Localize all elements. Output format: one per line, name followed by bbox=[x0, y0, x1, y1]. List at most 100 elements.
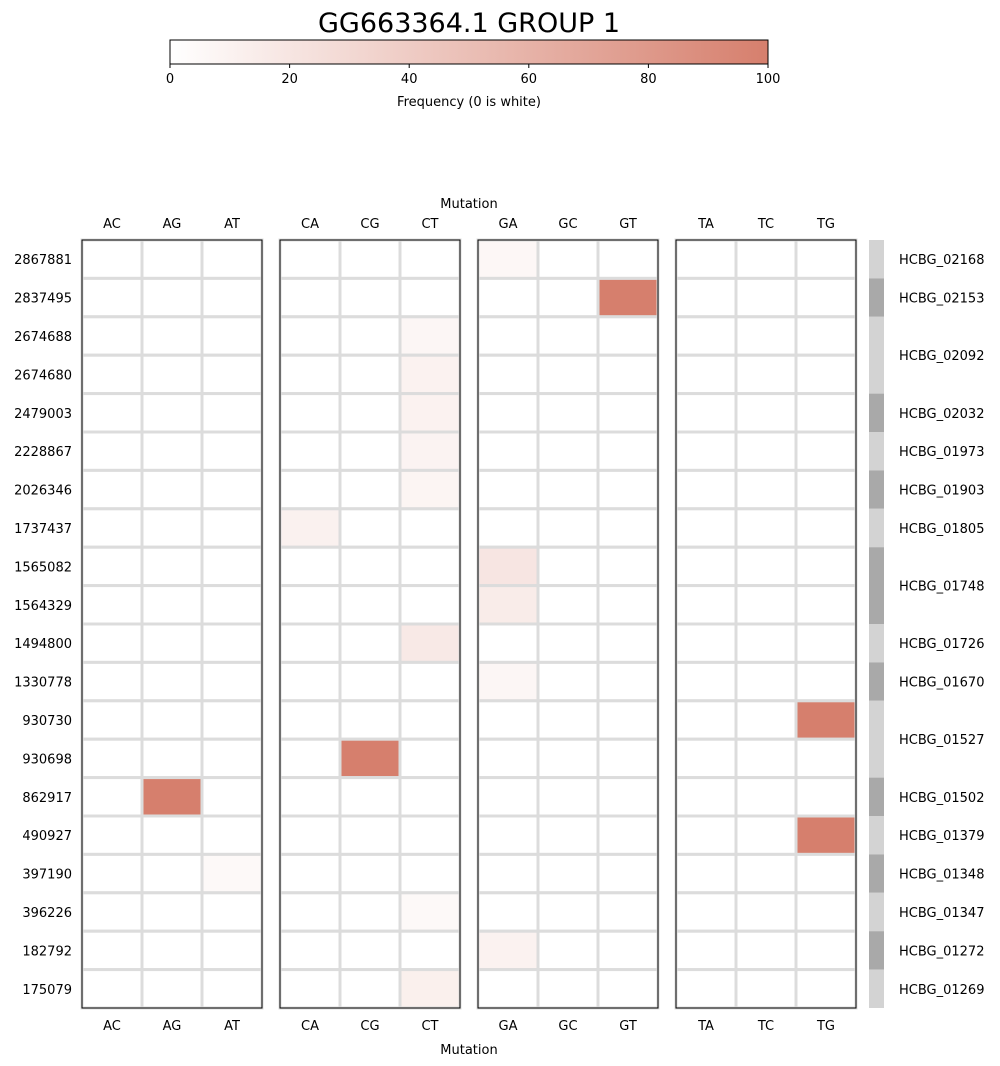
heatmap-cell bbox=[200, 891, 264, 933]
heatmap-cell bbox=[734, 852, 798, 895]
heatmap-cell bbox=[734, 968, 798, 1010]
heatmap-cell bbox=[596, 430, 660, 472]
heatmap-cell bbox=[674, 545, 738, 588]
heatmap-cell bbox=[278, 238, 342, 280]
row-label: 2479003 bbox=[14, 407, 72, 422]
column-label-bottom: CA bbox=[301, 1019, 319, 1034]
column-label-top: TG bbox=[816, 217, 835, 232]
heatmap-cell bbox=[674, 315, 738, 357]
heatmap-cell bbox=[278, 737, 342, 780]
heatmap-cell bbox=[734, 507, 798, 549]
heatmap-cell bbox=[80, 622, 144, 664]
heatmap-cell bbox=[674, 430, 738, 472]
heatmap-cell bbox=[398, 468, 462, 511]
row-label: 1330778 bbox=[14, 676, 72, 691]
heatmap-cell bbox=[278, 315, 342, 357]
heatmap-cell bbox=[536, 929, 600, 972]
heatmap-cell bbox=[278, 814, 342, 856]
heatmap-cell bbox=[200, 392, 264, 434]
column-label-bottom: TG bbox=[816, 1019, 835, 1034]
column-label-top: AG bbox=[163, 217, 182, 232]
heatmap-cell bbox=[200, 507, 264, 549]
heatmap-cell bbox=[140, 353, 204, 396]
column-label-bottom: TC bbox=[757, 1019, 774, 1034]
heatmap-cell bbox=[278, 468, 342, 511]
heatmap-cell bbox=[536, 238, 600, 280]
heatmap-cell bbox=[476, 776, 540, 818]
column-label-top: CT bbox=[421, 217, 438, 232]
heatmap-cell bbox=[674, 891, 738, 933]
heatmap-cell bbox=[674, 699, 738, 741]
colorbar-gradient bbox=[169, 39, 769, 65]
heatmap-cell bbox=[476, 276, 540, 319]
colorbar-tick-label: 40 bbox=[401, 72, 418, 87]
heatmap-cell bbox=[596, 584, 660, 626]
heatmap-cell bbox=[596, 814, 660, 856]
heatmap-cell bbox=[794, 968, 858, 1010]
row-label: 2228867 bbox=[14, 445, 72, 460]
heatmap-cell bbox=[398, 891, 462, 933]
column-label-top: GC bbox=[558, 217, 577, 232]
heatmap-cell bbox=[80, 238, 144, 280]
heatmap-cell bbox=[794, 929, 858, 972]
gene-group-label: HCBG_02092 bbox=[899, 349, 984, 364]
heatmap-cell bbox=[734, 276, 798, 319]
heatmap-cell bbox=[140, 929, 204, 972]
heatmap-cell bbox=[476, 238, 540, 280]
heatmap-cell bbox=[794, 507, 858, 549]
heatmap-cell bbox=[476, 699, 540, 741]
heatmap-cell bbox=[278, 584, 342, 626]
heatmap-cell bbox=[338, 315, 402, 357]
gene-group-label: HCBG_01269 bbox=[899, 983, 984, 998]
panel-frame bbox=[279, 239, 461, 1009]
gene-group-band bbox=[869, 508, 884, 548]
heatmap-cell bbox=[140, 430, 204, 472]
heatmap-cell bbox=[338, 276, 402, 319]
heatmap-cell bbox=[794, 315, 858, 357]
heatmap-cell bbox=[338, 776, 402, 818]
heatmap-cell bbox=[80, 392, 144, 434]
heatmap-cell bbox=[596, 276, 660, 319]
heatmap-cell bbox=[476, 545, 540, 588]
heatmap-cell bbox=[200, 776, 264, 818]
heatmap-cell bbox=[536, 622, 600, 664]
column-label-top: AC bbox=[103, 217, 121, 232]
heatmap-cell bbox=[80, 776, 144, 818]
heatmap-cell bbox=[200, 584, 264, 626]
heatmap-cell bbox=[734, 392, 798, 434]
heatmap-cell bbox=[536, 814, 600, 856]
heatmap-cell bbox=[140, 392, 204, 434]
heatmap-cell bbox=[338, 584, 402, 626]
heatmap-cell bbox=[536, 392, 600, 434]
heatmap-cell bbox=[794, 814, 858, 856]
column-label-bottom: AG bbox=[163, 1019, 182, 1034]
heatmap-cell bbox=[734, 545, 798, 588]
heatmap-cell bbox=[338, 622, 402, 664]
heatmap-cell bbox=[80, 468, 144, 511]
heatmap-cell bbox=[794, 353, 858, 396]
heatmap-cell bbox=[794, 430, 858, 472]
heatmap-cell bbox=[596, 238, 660, 280]
heatmap-cell bbox=[674, 737, 738, 780]
row-labels: 2867881 2837495 2674688 2674680 2479003 22288… bbox=[14, 253, 72, 998]
heatmap-cell bbox=[674, 622, 738, 664]
heatmap-cell bbox=[536, 430, 600, 472]
heatmap-cell bbox=[596, 660, 660, 703]
heatmap-cell bbox=[794, 584, 858, 626]
heatmap-cell bbox=[338, 814, 402, 856]
heatmap-cell bbox=[596, 468, 660, 511]
heatmap-cell bbox=[200, 315, 264, 357]
colorbar-tick-label: 80 bbox=[640, 72, 657, 87]
gene-group-band bbox=[869, 777, 884, 816]
heatmap-cell bbox=[338, 737, 402, 780]
heatmap-cell bbox=[140, 507, 204, 549]
heatmap-cell bbox=[734, 891, 798, 933]
heatmap-cell bbox=[200, 660, 264, 703]
heatmap-cell bbox=[674, 968, 738, 1010]
heatmap-cell bbox=[398, 776, 462, 818]
heatmap-cell bbox=[278, 852, 342, 895]
heatmap-cell bbox=[200, 468, 264, 511]
heatmap-cell bbox=[734, 814, 798, 856]
gene-group-label: HCBG_01748 bbox=[899, 580, 984, 595]
